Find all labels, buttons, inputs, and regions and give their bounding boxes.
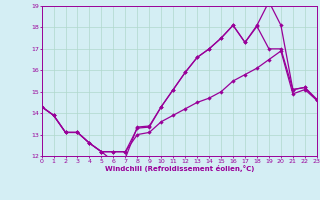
X-axis label: Windchill (Refroidissement éolien,°C): Windchill (Refroidissement éolien,°C)	[105, 165, 254, 172]
